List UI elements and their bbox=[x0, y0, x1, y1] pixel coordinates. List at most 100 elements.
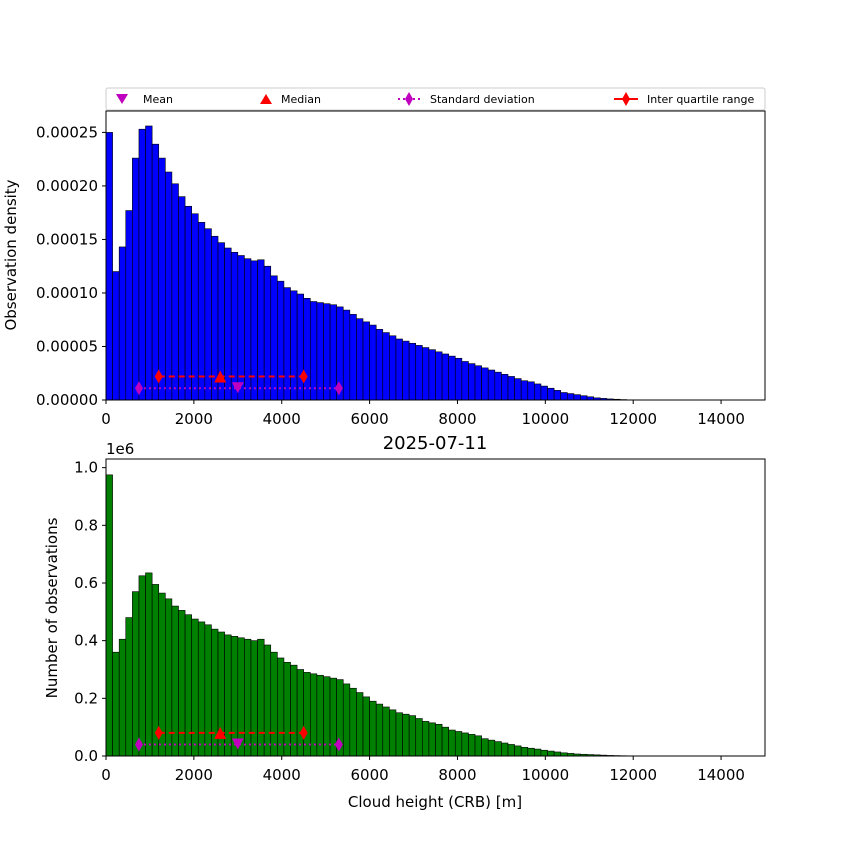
x-tick-label: 6000 bbox=[351, 410, 389, 428]
histogram-bar bbox=[132, 591, 140, 757]
histogram-bar bbox=[468, 363, 476, 401]
histogram-bar bbox=[487, 369, 496, 401]
histogram-bar bbox=[507, 744, 515, 757]
histogram-bar bbox=[283, 287, 291, 401]
histogram-bar bbox=[566, 393, 575, 401]
histogram-bar bbox=[356, 318, 364, 401]
histogram-bar bbox=[118, 246, 127, 401]
mean-marker bbox=[231, 382, 244, 394]
histogram-bar bbox=[132, 157, 140, 401]
histogram-bar bbox=[501, 742, 509, 757]
std-high-marker bbox=[334, 737, 343, 752]
histogram-bar bbox=[283, 661, 291, 757]
legend-median-label: Median bbox=[281, 93, 321, 106]
iqr-high-marker bbox=[299, 725, 308, 740]
histogram-bar bbox=[454, 357, 463, 401]
histogram-bar bbox=[527, 747, 535, 757]
x-tick-label: 14000 bbox=[697, 766, 745, 784]
histogram-bar bbox=[342, 683, 351, 757]
histogram-bar bbox=[527, 381, 535, 401]
density-y-ticks: 0.00000 0.00005 0.00010 0.00015 0.00020 0.000… bbox=[36, 123, 106, 409]
legend-mean-label: Mean bbox=[143, 93, 173, 106]
y-tick-label: 0.4 bbox=[74, 632, 98, 650]
x-tick-label: 2000 bbox=[175, 410, 213, 428]
histogram-bar bbox=[481, 367, 489, 401]
density-chart: 0 2000 4000 6000 8000 10000 12000 14000 0.00000… bbox=[2, 110, 766, 428]
histogram-bar bbox=[270, 275, 278, 401]
count-x-axis-label: Cloud height (CRB) [m] bbox=[348, 793, 522, 811]
x-tick-label: 0 bbox=[101, 766, 111, 784]
count-stat-markers bbox=[134, 725, 343, 752]
histogram-bar bbox=[118, 638, 127, 757]
histogram-bar bbox=[362, 321, 370, 401]
histogram-bar bbox=[112, 651, 120, 757]
histogram-bar bbox=[520, 747, 529, 757]
histogram-bar bbox=[197, 222, 206, 401]
histogram-bar bbox=[138, 575, 146, 757]
histogram-bar bbox=[382, 706, 390, 757]
histogram-bar bbox=[481, 738, 489, 757]
x-tick-label: 2000 bbox=[175, 766, 213, 784]
median-legend-icon bbox=[260, 94, 272, 104]
histogram-bar bbox=[454, 731, 463, 757]
x-tick-label: 0 bbox=[101, 410, 111, 428]
histogram-bar bbox=[309, 301, 318, 401]
density-y-axis-label: Observation density bbox=[2, 179, 20, 330]
histogram-bar bbox=[250, 260, 258, 401]
histogram-bar bbox=[448, 355, 456, 401]
y-tick-label: 0.0 bbox=[74, 747, 98, 765]
median-marker bbox=[214, 726, 227, 739]
histogram-bar bbox=[560, 392, 568, 401]
histogram-bar bbox=[415, 718, 423, 757]
x-tick-label: 10000 bbox=[521, 766, 569, 784]
density-stat-markers bbox=[134, 369, 343, 396]
histogram-bar bbox=[573, 394, 581, 401]
histogram-bar bbox=[277, 280, 285, 401]
histogram-bar bbox=[257, 259, 265, 401]
histogram-bar bbox=[303, 672, 311, 757]
histogram-bar bbox=[290, 290, 298, 401]
count-axes-frame bbox=[105, 458, 766, 757]
histogram-bar bbox=[402, 713, 410, 757]
histogram-bar bbox=[290, 664, 298, 757]
histogram-bar bbox=[125, 617, 133, 757]
histogram-bar bbox=[145, 125, 153, 401]
histogram-bar bbox=[204, 228, 212, 401]
histogram-bar bbox=[507, 376, 515, 401]
histogram-bar bbox=[237, 637, 245, 757]
histogram-bar bbox=[369, 324, 377, 401]
histogram-bar bbox=[534, 748, 542, 757]
histogram-bar bbox=[158, 157, 166, 401]
std-legend-icon bbox=[398, 92, 420, 106]
histogram-bar bbox=[349, 314, 357, 401]
histogram-bar bbox=[435, 723, 443, 757]
histogram-bar bbox=[171, 183, 179, 401]
x-tick-label: 8000 bbox=[438, 410, 476, 428]
y-tick-label: 0.00010 bbox=[36, 284, 98, 302]
histogram-bar bbox=[191, 618, 199, 757]
count-chart-title: 2025-07-11 bbox=[383, 433, 488, 454]
histogram-bar bbox=[211, 235, 219, 401]
histogram-bar bbox=[105, 132, 113, 401]
legend: Mean Median Standard deviation Inter qua… bbox=[105, 87, 766, 111]
histogram-bar bbox=[369, 700, 377, 757]
x-tick-label: 12000 bbox=[609, 410, 657, 428]
density-bars bbox=[105, 125, 634, 401]
y-tick-label: 0.00005 bbox=[36, 337, 98, 355]
density-x-ticks: 0 2000 4000 6000 8000 10000 12000 14000 bbox=[101, 400, 745, 428]
x-tick-label: 8000 bbox=[438, 766, 476, 784]
histogram-bar bbox=[487, 739, 496, 757]
x-tick-label: 14000 bbox=[697, 410, 745, 428]
histogram-bar bbox=[362, 696, 370, 757]
std-low-marker bbox=[134, 737, 143, 752]
histogram-bar bbox=[514, 745, 522, 757]
legend-frame bbox=[105, 87, 766, 111]
histogram-bar bbox=[303, 298, 311, 401]
median-marker bbox=[214, 370, 227, 383]
count-bars bbox=[105, 474, 634, 757]
histogram-bar bbox=[540, 385, 548, 401]
histogram-bar bbox=[250, 640, 258, 757]
histogram-bar bbox=[296, 669, 304, 757]
histogram-bar bbox=[501, 374, 509, 401]
histogram-bar bbox=[230, 636, 239, 757]
